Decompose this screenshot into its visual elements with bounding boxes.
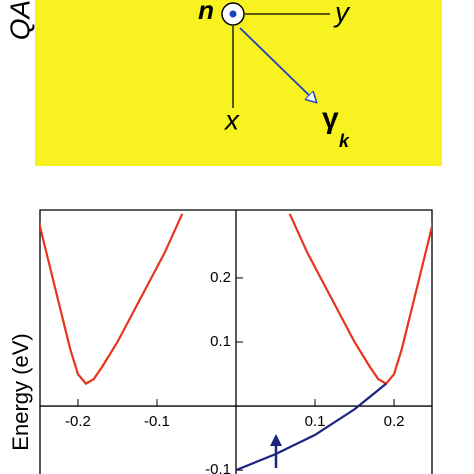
transition-arrow-head — [270, 434, 282, 446]
gamma-label: γ — [322, 102, 339, 135]
x-tick-label: 0.1 — [305, 413, 326, 430]
plot: -0.2 -0.1 0.1 0.2 -0.1 0.1 0.2 — [39, 209, 433, 474]
y-tick-label: 0.2 — [210, 269, 231, 286]
y-tick-label: 0.1 — [210, 333, 231, 350]
band-curve — [288, 213, 432, 386]
y-label: y — [333, 0, 351, 27]
x-tick-label: -0.2 — [65, 413, 91, 430]
n-label: n — [198, 0, 214, 25]
side-label: QA — [4, 0, 35, 40]
diagram-panel — [35, 0, 442, 166]
y-tick-label: -0.1 — [205, 461, 231, 474]
curves — [40, 213, 432, 472]
band-curve — [235, 382, 387, 472]
x-tick-label: -0.1 — [144, 413, 170, 430]
y-axis-title: Energy (eV) — [8, 333, 33, 450]
n-dot — [229, 10, 237, 18]
x-label: x — [223, 104, 240, 135]
gamma-arrow — [239, 27, 316, 102]
band-curve — [40, 213, 184, 386]
x-tick-label: 0.2 — [384, 413, 405, 430]
gamma-subscript: k — [339, 131, 350, 151]
